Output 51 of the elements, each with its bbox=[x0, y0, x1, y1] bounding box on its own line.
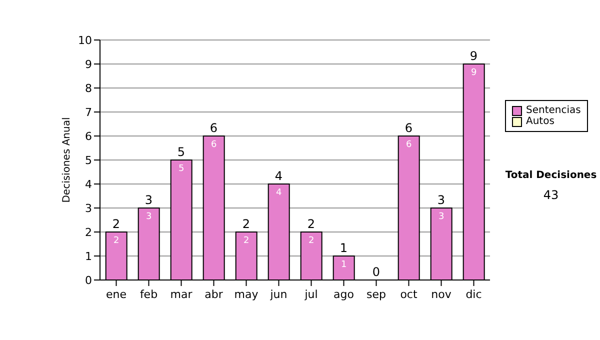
total-label: 3 bbox=[437, 193, 446, 207]
x-tick-label: feb bbox=[140, 288, 158, 301]
y-tick-label: 2 bbox=[85, 226, 92, 239]
total-label: 2 bbox=[242, 217, 250, 231]
data-label: 2 bbox=[243, 236, 250, 246]
data-label: 2 bbox=[113, 236, 120, 246]
total-label: 6 bbox=[210, 121, 218, 135]
y-tick-label: 5 bbox=[85, 154, 92, 167]
x-tick-label: abr bbox=[204, 288, 224, 301]
total-label: 2 bbox=[307, 217, 316, 231]
x-tick-label: sep bbox=[366, 288, 386, 301]
y-tick-label: 7 bbox=[85, 106, 92, 119]
y-tick-label: 9 bbox=[85, 58, 92, 71]
total-label: 0 bbox=[372, 265, 380, 279]
y-tick-label: 3 bbox=[85, 202, 92, 215]
x-tick-label: ene bbox=[106, 288, 127, 301]
y-tick-label: 4 bbox=[85, 178, 92, 191]
total-label: 6 bbox=[404, 121, 413, 135]
total-label: 3 bbox=[144, 193, 153, 207]
data-label: 3 bbox=[146, 212, 152, 222]
total-label: 2 bbox=[112, 217, 120, 231]
y-tick-label: 0 bbox=[85, 274, 92, 287]
x-tick-label: nov bbox=[431, 288, 452, 301]
data-label: 6 bbox=[406, 140, 412, 150]
y-tick-label: 8 bbox=[85, 82, 92, 95]
total-label: 5 bbox=[177, 145, 186, 159]
x-tick-label: may bbox=[234, 288, 259, 301]
legend-label: Sentencias bbox=[526, 105, 581, 116]
y-tick-label: 6 bbox=[85, 130, 92, 143]
x-tick-label: dic bbox=[466, 288, 482, 301]
y-tick-label: 1 bbox=[85, 250, 92, 263]
x-tick-label: jul bbox=[304, 288, 318, 301]
total-label: 1 bbox=[340, 241, 348, 255]
data-label: 9 bbox=[470, 68, 477, 78]
text: 43 bbox=[542, 188, 560, 202]
x-tick-label: oct bbox=[400, 288, 418, 301]
data-label: 4 bbox=[276, 188, 282, 198]
y-tick-label: 10 bbox=[78, 34, 92, 47]
data-label: 5 bbox=[178, 164, 184, 174]
data-label: 6 bbox=[210, 140, 217, 150]
data-label: 3 bbox=[438, 212, 444, 222]
x-tick-label: mar bbox=[170, 288, 193, 301]
x-tick-label: jun bbox=[269, 288, 288, 301]
x-tick-label: ago bbox=[334, 288, 354, 301]
text: Total Decisiones bbox=[504, 170, 598, 181]
data-label: 1 bbox=[340, 260, 347, 270]
total-label: 9 bbox=[470, 49, 478, 63]
y-axis-title: Decisiones Anual bbox=[62, 117, 73, 203]
total-label: 4 bbox=[274, 169, 283, 183]
legend-label: Autos bbox=[526, 116, 554, 127]
data-label: 2 bbox=[308, 236, 314, 246]
